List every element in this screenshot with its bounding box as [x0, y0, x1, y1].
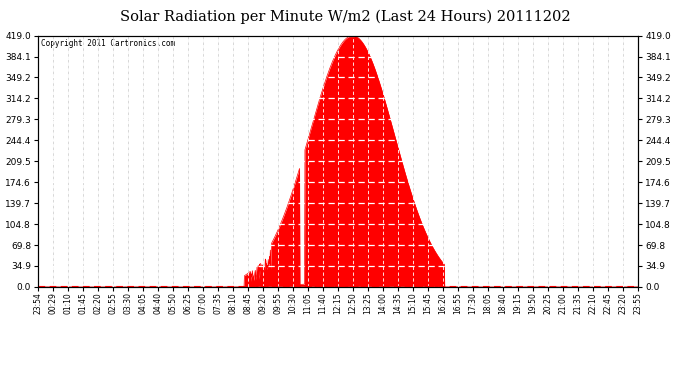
Text: Solar Radiation per Minute W/m2 (Last 24 Hours) 20111202: Solar Radiation per Minute W/m2 (Last 24… — [119, 9, 571, 24]
Text: Copyright 2011 Cartronics.com: Copyright 2011 Cartronics.com — [41, 39, 175, 48]
